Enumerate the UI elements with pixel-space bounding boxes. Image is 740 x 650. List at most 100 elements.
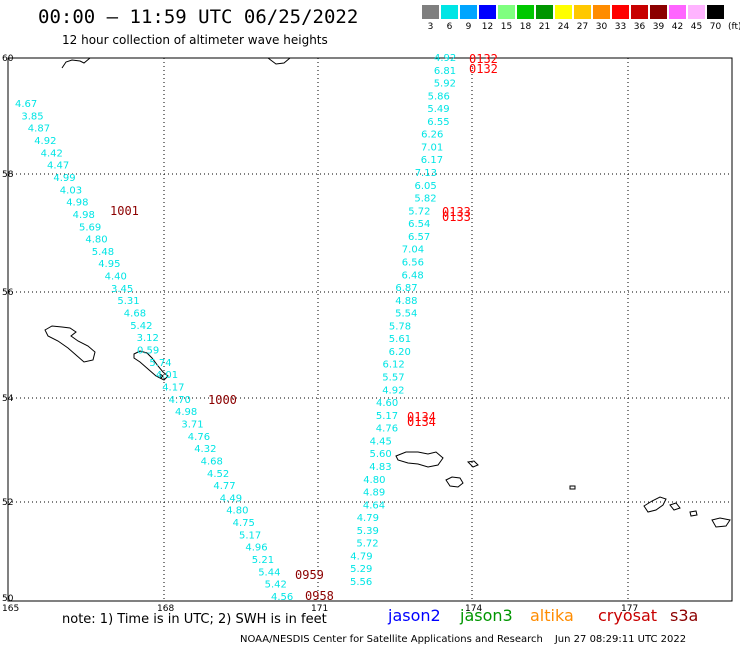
island-semichi [466, 460, 479, 468]
wave-height-value: 5.29 [350, 564, 372, 575]
wave-height-value: 6.48 [402, 270, 424, 281]
legend-swatch [555, 5, 572, 19]
wave-height-value: 5.21 [252, 555, 274, 566]
lat-label: 52 [2, 498, 13, 508]
legend-swatch [479, 5, 496, 19]
wave-height-value: 3.85 [21, 111, 43, 122]
legend-label: 24 [557, 22, 570, 32]
wave-height-value: 0.59 [137, 346, 159, 357]
legend-label: 12 [481, 22, 494, 32]
legend-swatch [707, 5, 724, 19]
wave-height-value: 5.17 [376, 411, 398, 422]
wave-height-value: 4.76 [376, 424, 398, 435]
wave-height-value: 4.80 [85, 235, 107, 246]
coastline [44, 57, 731, 528]
wave-height-value: 4.45 [370, 436, 392, 447]
legend-swatch [574, 5, 591, 19]
wave-height-value: 4.03 [60, 185, 82, 196]
wave-height-value: 5.48 [92, 247, 114, 258]
pass-time-label: 0958 [305, 589, 334, 603]
wave-height-value: 5.31 [117, 296, 139, 307]
legend-swatch [536, 5, 553, 19]
legend-swatch [669, 5, 686, 19]
satellite-name: jason3 [460, 606, 513, 625]
wave-height-value: 6.87 [395, 283, 417, 294]
wave-height-value: 5.72 [408, 206, 430, 217]
wave-height-value: 6.56 [402, 258, 424, 269]
legend-swatch [498, 5, 515, 19]
pass-time-label: 1000 [208, 393, 237, 407]
pass-time-label: 0132 [469, 52, 498, 66]
legend-label: 30 [595, 22, 608, 32]
legend-label: 33 [614, 22, 627, 32]
lat-label: 56 [2, 288, 14, 298]
wave-height-value: 4.70 [169, 395, 191, 406]
wave-height-value: 5.44 [258, 567, 280, 578]
wave-height-value: 4.17 [162, 383, 184, 394]
pass-time-label: 0959 [295, 568, 324, 582]
wave-height-value: 5.57 [382, 373, 404, 384]
island-small-2 [569, 485, 576, 490]
lon-label: 174 [465, 604, 482, 614]
wave-height-value: 4.47 [47, 161, 69, 172]
lon-label: 177 [621, 604, 638, 614]
wave-height-value: 6.55 [427, 117, 449, 128]
legend-swatch [650, 5, 667, 19]
wave-height-value: 4.56 [271, 592, 293, 603]
legend-swatch [593, 5, 610, 19]
wave-height-value: 4.83 [369, 462, 391, 473]
wave-height-value: 6.26 [421, 130, 443, 141]
wave-height-value: 5.49 [427, 104, 449, 115]
island-commander-4 [711, 517, 731, 528]
wave-height-value: 3.71 [181, 419, 203, 430]
lat-label: 60 [2, 54, 14, 64]
wave-height-value: 5.82 [414, 194, 436, 205]
legend-swatch [441, 5, 458, 19]
map-frame [7, 57, 733, 602]
wave-height-value: 5.78 [389, 321, 411, 332]
wave-height-value: 4.49 [220, 493, 242, 504]
wave-height-value: 4.40 [105, 272, 127, 283]
wave-height-value: 5.69 [79, 222, 101, 233]
legend-swatch [517, 5, 534, 19]
wave-height-value: 3.45 [111, 284, 133, 295]
legend-label: 70 [709, 22, 722, 32]
wave-height-value: 6.12 [383, 360, 405, 371]
wave-height-value: 4.96 [245, 543, 267, 554]
coast-top-mid [267, 57, 291, 65]
wave-height-value: 5.17 [239, 530, 261, 541]
wave-height-value: 4.98 [73, 210, 95, 221]
wave-height-value: 5.42 [130, 321, 152, 332]
wave-height-value: 5.60 [370, 449, 392, 460]
wave-height-value: 4.80 [226, 506, 248, 517]
lat-label: 50 [2, 594, 14, 604]
lat-label: 58 [2, 170, 14, 180]
wave-height-value: 6.54 [408, 219, 430, 230]
wave-height-value: 3.12 [137, 333, 159, 344]
wave-height-value: 5.56 [350, 577, 372, 588]
legend-swatch [460, 5, 477, 19]
legend-swatch [422, 5, 439, 19]
satellite-name: altika [530, 606, 574, 625]
legend-swatch [612, 5, 629, 19]
legend-swatch [631, 5, 648, 19]
pass-time-label: 0133 [442, 210, 471, 224]
observation-tracks: 4.673.854.874.924.424.474.994.034.984.98… [15, 53, 456, 603]
legend-label: 6 [446, 22, 453, 32]
legend-label: 27 [576, 22, 589, 32]
wave-height-value: 5.42 [265, 580, 287, 591]
pass-time-label: 0134 [407, 410, 436, 424]
legend-swatch [688, 5, 705, 19]
wave-height-value: 4.75 [233, 518, 255, 529]
lat-label: 54 [2, 394, 14, 404]
wave-height-value: 7.13 [415, 168, 437, 179]
wave-height-value: 6.20 [389, 347, 411, 358]
wave-height-value: 4.87 [28, 124, 50, 135]
wave-height-value: 4.60 [376, 398, 398, 409]
island-chirikof [133, 350, 169, 381]
satellite-name: s3a [670, 606, 699, 625]
wave-height-value: 5.74 [149, 358, 171, 369]
island-commander-3 [689, 510, 698, 517]
page-subtitle: 12 hour collection of altimeter wave hei… [62, 33, 328, 47]
island-kodiak [44, 325, 96, 363]
